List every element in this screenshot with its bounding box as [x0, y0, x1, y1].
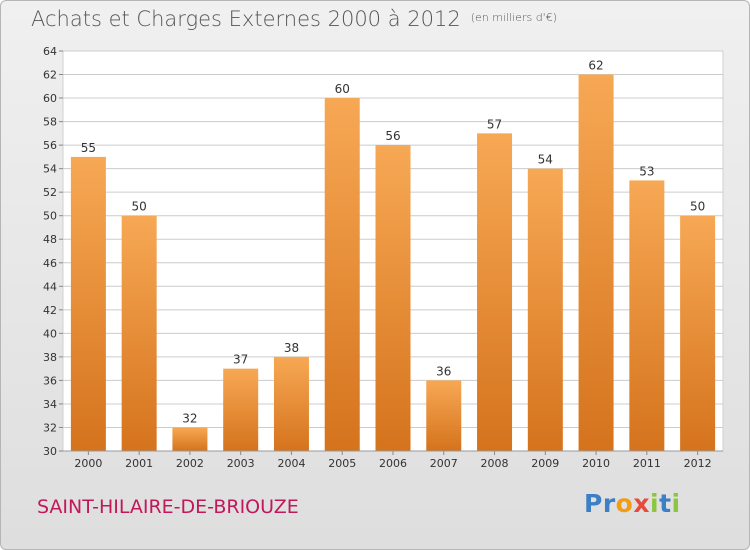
x-tick-label: 2004 — [277, 457, 305, 470]
bar-value-label: 55 — [81, 141, 96, 155]
y-tick-label: 50 — [43, 210, 57, 223]
y-tick-label: 54 — [43, 163, 57, 176]
x-tick-label: 2011 — [633, 457, 661, 470]
x-tick-label: 2010 — [582, 457, 610, 470]
y-tick-label: 36 — [43, 374, 57, 387]
y-tick-label: 44 — [43, 280, 57, 293]
bar-value-label: 54 — [538, 153, 553, 167]
bar-value-label: 32 — [182, 411, 197, 425]
y-tick-label: 62 — [43, 69, 57, 82]
bar-value-label: 60 — [335, 82, 350, 96]
bar — [680, 215, 716, 451]
x-tick-label: 2009 — [531, 457, 559, 470]
logo-letter: t — [659, 489, 672, 518]
bar — [70, 156, 106, 451]
y-tick-label: 46 — [43, 257, 57, 270]
bar-value-label: 50 — [132, 200, 147, 214]
y-tick-label: 48 — [43, 233, 57, 246]
bar — [273, 356, 309, 451]
logo-letter: i — [671, 489, 681, 518]
bar — [375, 145, 411, 451]
x-tick-label: 2006 — [379, 457, 407, 470]
bar-value-label: 57 — [487, 117, 502, 131]
y-tick-label: 40 — [43, 327, 57, 340]
x-tick-label: 2000 — [74, 457, 102, 470]
y-tick-label: 58 — [43, 116, 57, 129]
x-tick-label: 2008 — [481, 457, 509, 470]
y-tick-label: 30 — [43, 445, 57, 458]
bar-value-label: 36 — [436, 364, 451, 378]
commune-name: SAINT-HILAIRE-DE-BRIOUZE — [37, 496, 299, 518]
y-tick-label: 42 — [43, 304, 57, 317]
y-tick-label: 52 — [43, 186, 57, 199]
bar — [172, 427, 208, 451]
y-tick-label: 64 — [43, 45, 57, 58]
bar — [578, 74, 614, 451]
proxiti-logo[interactable]: Proxiti — [584, 489, 681, 518]
bar-value-label: 50 — [690, 200, 705, 214]
bar — [527, 168, 563, 451]
x-tick-label: 2003 — [227, 457, 255, 470]
logo-letter: x — [633, 489, 650, 518]
y-tick-label: 32 — [43, 421, 57, 434]
x-tick-label: 2002 — [176, 457, 204, 470]
y-tick-label: 60 — [43, 92, 57, 105]
logo-letter: o — [615, 489, 634, 518]
bar-value-label: 37 — [233, 353, 248, 367]
y-tick-label: 56 — [43, 139, 57, 152]
bar — [629, 180, 665, 452]
bar — [223, 368, 259, 451]
bar-value-label: 56 — [385, 129, 400, 143]
x-tick-label: 2001 — [125, 457, 153, 470]
logo-letter: i — [650, 489, 660, 518]
logo-letter: r — [602, 489, 616, 518]
chart-unit: (en milliers d'€) — [470, 11, 557, 24]
y-tick-label: 38 — [43, 351, 57, 364]
bar — [426, 380, 462, 451]
bar-value-label: 62 — [588, 59, 603, 73]
chart-title: Achats et Charges Externes 2000 à 2012 (e… — [31, 7, 557, 31]
bar-value-label: 38 — [284, 341, 299, 355]
bar-value-label: 53 — [639, 164, 654, 178]
y-tick-label: 34 — [43, 398, 57, 411]
x-tick-label: 2012 — [684, 457, 712, 470]
bar — [121, 215, 157, 451]
x-tick-label: 2007 — [430, 457, 458, 470]
logo-letter: P — [584, 489, 603, 518]
chart-title-text: Achats et Charges Externes 2000 à 2012 — [31, 7, 461, 31]
bar — [324, 98, 360, 451]
bar — [477, 133, 513, 451]
x-tick-label: 2005 — [328, 457, 356, 470]
